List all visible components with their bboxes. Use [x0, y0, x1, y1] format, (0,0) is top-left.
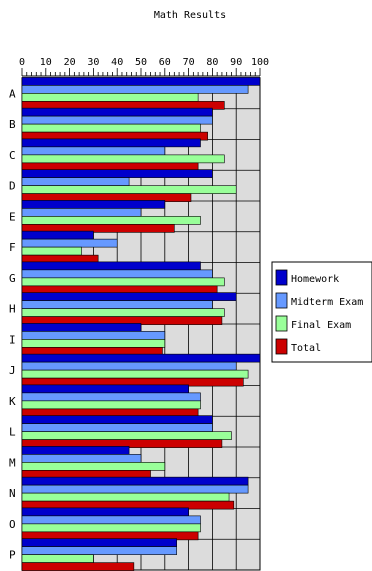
category-label: M	[9, 456, 16, 469]
x-tick-label: 10	[40, 57, 52, 68]
legend-swatch	[275, 292, 288, 309]
bar	[21, 507, 189, 517]
bar	[21, 292, 237, 301]
category-label: K	[9, 395, 16, 408]
bar	[21, 185, 237, 194]
x-tick-label: 50	[135, 57, 147, 68]
bar	[21, 277, 225, 287]
category-label: C	[9, 149, 16, 162]
bar	[21, 400, 201, 410]
bar	[21, 446, 130, 455]
bar	[21, 177, 130, 186]
bar	[21, 538, 177, 547]
bar	[21, 169, 213, 178]
legend-label: Final Exam	[291, 320, 351, 331]
legend-label: Midterm Exam	[291, 297, 363, 308]
bar	[21, 523, 201, 533]
bar	[21, 138, 201, 148]
bar	[21, 554, 94, 563]
bar	[21, 392, 201, 402]
bar	[21, 323, 142, 332]
category-label: I	[9, 333, 16, 346]
category-label: G	[9, 272, 16, 285]
bar	[21, 123, 201, 133]
bar	[21, 216, 201, 225]
bar	[21, 154, 225, 164]
bar	[21, 384, 189, 394]
x-tick-label: 60	[159, 57, 171, 68]
bar	[21, 546, 177, 555]
bar	[21, 224, 175, 233]
legend: Homework Midterm Exam Final Exam Total	[271, 261, 372, 363]
category-label: F	[9, 241, 16, 254]
bar	[21, 361, 237, 371]
bar	[21, 238, 118, 248]
bar	[21, 331, 166, 340]
bar	[21, 492, 230, 502]
category-label: D	[9, 180, 16, 193]
category-label: P	[9, 549, 16, 562]
category-label: L	[9, 426, 16, 439]
legend-swatch	[275, 338, 288, 355]
bar	[21, 562, 135, 571]
x-tick-label: 30	[87, 57, 99, 68]
bar	[21, 115, 213, 125]
bar	[21, 300, 213, 309]
legend-swatch	[275, 269, 288, 286]
bar	[21, 353, 261, 363]
x-tick-label: 20	[64, 57, 76, 68]
bar	[21, 261, 201, 271]
bar	[21, 308, 225, 317]
bar	[21, 339, 166, 348]
bar	[21, 415, 213, 424]
bar	[21, 484, 249, 494]
x-tick-label: 80	[206, 57, 218, 68]
bar	[21, 462, 166, 471]
bar	[21, 476, 249, 486]
bar	[21, 369, 249, 379]
bar	[21, 77, 261, 86]
legend-label: Total	[291, 343, 321, 354]
category-label: N	[9, 487, 16, 500]
bar	[21, 246, 82, 256]
plot-area: 0 10 20 30 40 50 60 70 80 90 100 A B C D E F G H I J K L M N O P	[9, 57, 269, 571]
bar	[21, 423, 213, 432]
x-tick-label: 100	[251, 57, 269, 68]
bar	[21, 515, 201, 525]
x-tick-label: 0	[19, 57, 25, 68]
bar	[21, 208, 142, 217]
category-label: A	[9, 87, 16, 100]
bar	[21, 454, 142, 463]
category-label: J	[9, 364, 16, 377]
bar	[21, 146, 166, 156]
category-label: B	[9, 118, 16, 131]
bar	[21, 107, 213, 117]
bar	[21, 230, 94, 240]
category-label: O	[9, 518, 16, 531]
chart-title: Math Results	[154, 10, 226, 21]
legend-swatch	[275, 315, 288, 332]
bar	[21, 431, 232, 440]
category-label: E	[9, 210, 16, 223]
category-label: H	[9, 303, 16, 316]
bar	[21, 85, 249, 94]
x-tick-label: 90	[230, 57, 242, 68]
legend-label: Homework	[291, 274, 339, 285]
bar	[21, 269, 213, 279]
legend-box	[271, 261, 372, 363]
bar	[21, 200, 166, 209]
x-tick-label: 40	[111, 57, 123, 68]
bar	[21, 93, 199, 102]
x-tick-label: 70	[183, 57, 195, 68]
